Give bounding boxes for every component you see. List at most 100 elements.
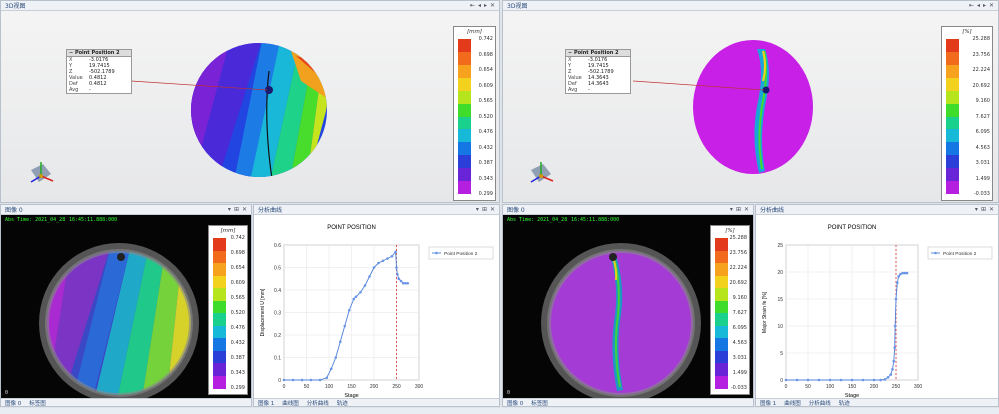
camera-image[interactable]: Abs Time: 2021_04_28 16:45:11.888:000 [%…	[503, 215, 753, 398]
x-tick-label: 100	[826, 384, 835, 390]
legend-swatch	[213, 363, 226, 376]
probe-row: Y 19.7415	[67, 63, 131, 69]
probe-value: -3.0176	[89, 57, 109, 63]
data-point	[394, 250, 397, 254]
legend-tick: 6.095	[975, 129, 990, 135]
tab-image[interactable]: 图像 0	[5, 400, 22, 407]
legend-swatch	[213, 300, 226, 314]
data-point	[903, 271, 907, 275]
probe-key: Value	[568, 75, 582, 81]
data-point	[318, 378, 322, 382]
data-point	[896, 281, 899, 285]
legend-label: Point Position 2	[943, 251, 977, 257]
data-point	[828, 378, 832, 382]
legend-tick: 0.432	[478, 144, 493, 151]
prev-icon[interactable]: ◂	[976, 2, 980, 9]
pin-icon[interactable]: ⇤	[469, 2, 475, 9]
legend-swatch	[946, 90, 959, 105]
line-chart[interactable]: POINT POSITION 0 0.1 0.2 0.3 0.4 0.5 0.6 0 50 100 1…	[254, 215, 499, 398]
next-icon[interactable]: ▸	[982, 2, 986, 9]
probe-value: -502.1789	[89, 69, 115, 75]
chart-tab[interactable]: 曲线图	[784, 400, 801, 407]
probe-row: X -3.0176	[67, 57, 131, 63]
prev-icon[interactable]: ◂	[477, 2, 481, 9]
data-point	[839, 378, 843, 382]
disc-image	[39, 243, 199, 398]
probe-row: Value 14.3643	[566, 75, 630, 81]
pin-icon[interactable]: ⊞	[481, 206, 487, 213]
tab-label-map[interactable]: 标签图	[531, 400, 548, 407]
next-icon[interactable]: ▸	[483, 2, 487, 9]
legend-swatch	[458, 129, 471, 143]
chart-tab[interactable]: 曲线图	[282, 400, 299, 407]
close-icon[interactable]: ✕	[988, 206, 994, 213]
chart-tab[interactable]: 图像 1	[258, 400, 275, 407]
legend-tick: 3.031	[975, 160, 990, 166]
data-point	[282, 378, 286, 382]
pin-icon[interactable]: ⊞	[980, 206, 986, 213]
dropdown-icon[interactable]: ▾	[475, 206, 479, 213]
probe-key: Z	[69, 69, 73, 75]
legend-swatch	[946, 116, 959, 130]
viewport-3d-displacement[interactable]: 3D视图 ⇤ ◂ ▸ ✕	[0, 0, 500, 203]
legend-tick: 25.288	[972, 36, 991, 42]
close-icon[interactable]: ✕	[489, 2, 495, 9]
analysis-chart-pane[interactable]: 分析曲线 ▾ ⊞ ✕ POINT POSITION 0 0.1 0.2 0.3 0.4 0.5 0…	[253, 204, 500, 407]
legend-swatch	[946, 155, 959, 169]
pin-icon[interactable]: ⊞	[233, 206, 239, 213]
chart-tab[interactable]: 轨迹	[838, 400, 850, 407]
specimen-disc-render	[30, 43, 327, 183]
viewport-3d-strain[interactable]: 3D视图 ⇤ ◂ ▸ ✕ − Point Position 2 X -3.0176 Y 19…	[502, 0, 999, 203]
close-icon[interactable]: ✕	[241, 206, 247, 213]
pane-title: 图像 0	[5, 207, 23, 214]
close-icon[interactable]: ✕	[489, 206, 495, 213]
scene-3d[interactable]: − Point Position 2 X -3.0176 Y 19.7415 Z -502…	[1, 11, 499, 202]
probe-info-box[interactable]: − Point Position 2 X -3.0176 Y 19.7415 Z -502…	[565, 49, 631, 94]
data-point	[883, 378, 887, 381]
data-point	[377, 261, 380, 265]
axis-triad-icon	[30, 162, 54, 183]
camera-image-pane[interactable]: 图像 0 ▾ ⊞ ✕ Abs Time: 2021_04_28 16:45:11.8…	[0, 204, 252, 407]
legend-swatch	[946, 168, 959, 182]
chart-tab[interactable]: 分析曲线	[306, 400, 329, 407]
legend-tick: 22.224	[972, 67, 991, 73]
close-icon[interactable]: ✕	[743, 206, 749, 213]
analysis-chart-pane[interactable]: 分析曲线 ▾ ⊞ ✕ POINT POSITION 0 5 10 15 20 25 0 50 100 1…	[755, 204, 999, 407]
chart-tab[interactable]: 分析曲线	[808, 400, 831, 407]
y-tick-label: 5	[780, 351, 783, 357]
chart-tab[interactable]: 轨迹	[336, 400, 348, 407]
probe-key: Avg	[69, 87, 79, 93]
close-icon[interactable]: ✕	[988, 2, 994, 9]
probe-row: Def 0.4812	[67, 81, 131, 87]
probe-title: − Point Position 2	[67, 50, 131, 57]
legend-tick: 4.563	[975, 144, 990, 151]
pin-icon[interactable]: ⇤	[968, 2, 974, 9]
probe-row: Y 19.7415	[566, 63, 630, 69]
camera-image-pane[interactable]: 图像 0 ▾ ⊞ ✕ Abs Time: 2021_04_28 16:45:11.8…	[502, 204, 754, 407]
dropdown-icon[interactable]: ▾	[729, 206, 733, 213]
dropdown-icon[interactable]: ▾	[974, 206, 978, 213]
chart-tab[interactable]: 图像 1	[760, 400, 777, 407]
data-point	[806, 378, 810, 382]
tab-label-map[interactable]: 标签图	[29, 400, 46, 407]
legend-tick: 0.520	[478, 113, 493, 120]
data-point	[338, 340, 342, 344]
dropdown-icon[interactable]: ▾	[227, 206, 231, 213]
legend-swatch	[946, 103, 959, 117]
probe-info-box[interactable]: − Point Position 2 X -3.0176 Y 19.7415 Z -502…	[66, 49, 132, 94]
data-point	[397, 277, 401, 281]
y-tick-label: 20	[777, 270, 783, 276]
probe-row: Avg -	[566, 87, 630, 93]
pane-titlebar: 图像 0 ▾ ⊞ ✕	[503, 205, 753, 215]
legend-swatch	[715, 363, 728, 376]
legend-tick: 0.698	[230, 250, 245, 256]
pin-icon[interactable]: ⊞	[735, 206, 741, 213]
scene-3d[interactable]: − Point Position 2 X -3.0176 Y 19.7415 Z -502…	[503, 11, 998, 202]
legend-swatch	[715, 350, 728, 364]
overlay-time: Abs Time: 2021_04_28	[5, 217, 66, 223]
data-point	[372, 266, 376, 269]
camera-image[interactable]: Abs Time: 2021_04_28 16:45:11.888:000	[1, 215, 251, 398]
tab-image[interactable]: 图像 0	[507, 400, 524, 407]
data-point	[850, 378, 854, 382]
